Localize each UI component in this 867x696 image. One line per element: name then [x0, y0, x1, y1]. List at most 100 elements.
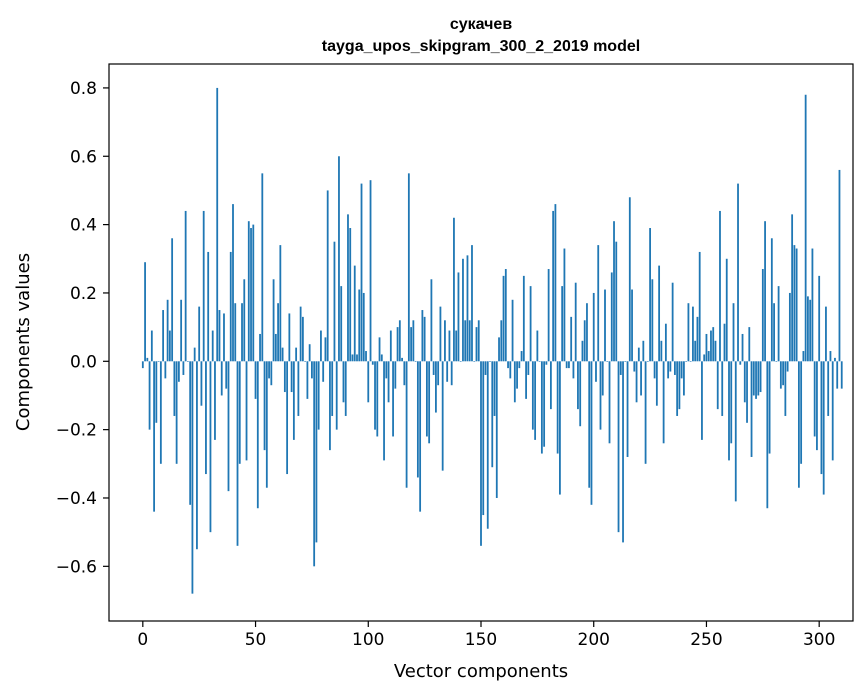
bar-130 — [435, 361, 437, 413]
bar-187 — [563, 248, 566, 362]
bar-164 — [511, 299, 514, 362]
bar-237 — [676, 361, 679, 416]
bar-308 — [836, 361, 839, 389]
bar-170 — [525, 361, 527, 399]
bar-209 — [613, 221, 615, 362]
bar-95 — [356, 354, 358, 362]
bar-248 — [701, 361, 703, 440]
bar-68 — [295, 347, 298, 362]
bar-33 — [216, 87, 219, 362]
bar-26 — [200, 361, 203, 406]
bar-22 — [191, 361, 194, 594]
bar-145 — [468, 320, 471, 362]
bar-269 — [748, 327, 751, 362]
bar-210 — [615, 241, 618, 362]
bar-273 — [757, 361, 760, 396]
bar-111 — [392, 361, 394, 437]
bar-71 — [301, 316, 304, 362]
bar-108 — [385, 361, 388, 379]
bar-14 — [173, 361, 176, 416]
bar-193 — [577, 361, 579, 410]
x-tick-label: 50 — [245, 630, 267, 650]
bar-196 — [583, 320, 586, 362]
bar-143 — [464, 320, 467, 362]
bar-227 — [653, 361, 656, 379]
bar-160 — [502, 275, 505, 362]
bar-96 — [358, 289, 361, 362]
bar-184 — [556, 361, 559, 454]
bar-270 — [750, 361, 753, 457]
bar-38 — [227, 361, 230, 492]
bar-109 — [387, 361, 390, 403]
bar-293 — [802, 351, 805, 362]
bar-283 — [779, 361, 782, 389]
bar-55 — [265, 361, 268, 488]
bar-255 — [716, 361, 719, 410]
bar-236 — [673, 361, 676, 375]
bar-249 — [703, 354, 706, 362]
bar-35 — [220, 361, 223, 396]
bar-276 — [764, 221, 766, 362]
bar-92 — [349, 228, 352, 362]
bar-25 — [198, 306, 201, 362]
bar-282 — [777, 286, 780, 362]
bar-310 — [840, 361, 843, 389]
bar-86 — [335, 361, 338, 430]
bar-116 — [403, 361, 406, 386]
bar-307 — [834, 357, 836, 362]
bar-161 — [504, 269, 507, 362]
bar-15 — [175, 361, 178, 464]
bar-228 — [655, 361, 658, 406]
bar-215 — [626, 361, 629, 457]
bar-171 — [527, 361, 530, 375]
bar-51 — [256, 361, 259, 509]
bar-144 — [466, 255, 469, 362]
bar-70 — [299, 306, 302, 362]
bar-48 — [250, 228, 252, 362]
bar-69 — [297, 361, 300, 416]
bar-242 — [687, 303, 690, 362]
bar-147 — [473, 361, 476, 362]
bar-140 — [457, 272, 460, 362]
bar-78 — [317, 361, 320, 430]
bar-253 — [712, 327, 715, 362]
bar-231 — [662, 361, 665, 444]
bar-299 — [816, 361, 818, 451]
bar-306 — [831, 361, 834, 461]
bar-207 — [608, 361, 611, 444]
bar-180 — [547, 269, 550, 362]
bar-76 — [313, 361, 316, 567]
bar-226 — [651, 279, 654, 362]
bar-49 — [252, 224, 255, 362]
bar-52 — [259, 333, 261, 362]
bar-131 — [437, 361, 440, 386]
bar-60 — [277, 303, 279, 362]
bar-43 — [238, 361, 241, 464]
bar-83 — [329, 361, 331, 451]
bar-105 — [378, 337, 381, 362]
bar-203 — [599, 361, 602, 430]
bar-221 — [640, 361, 642, 396]
bar-100 — [367, 361, 370, 403]
bar-201 — [595, 361, 597, 382]
bar-99 — [365, 351, 367, 362]
bar-265 — [739, 361, 742, 365]
bar-275 — [761, 269, 764, 362]
bar-222 — [642, 340, 645, 362]
bar-47 — [247, 221, 250, 362]
bar-50 — [254, 361, 257, 399]
bar-56 — [268, 361, 270, 379]
bar-208 — [610, 272, 613, 362]
bar-9 — [162, 310, 165, 362]
bar-305 — [829, 351, 832, 362]
bar-179 — [545, 361, 548, 365]
bar-45 — [243, 279, 246, 362]
bar-217 — [631, 289, 633, 362]
x-tick-label: 100 — [352, 630, 384, 650]
bar-31 — [211, 330, 214, 362]
bar-11 — [166, 299, 169, 362]
bar-279 — [770, 238, 773, 362]
bar-230 — [660, 340, 663, 362]
bar-258 — [723, 323, 726, 362]
y-tick-label: −0.6 — [56, 557, 97, 577]
